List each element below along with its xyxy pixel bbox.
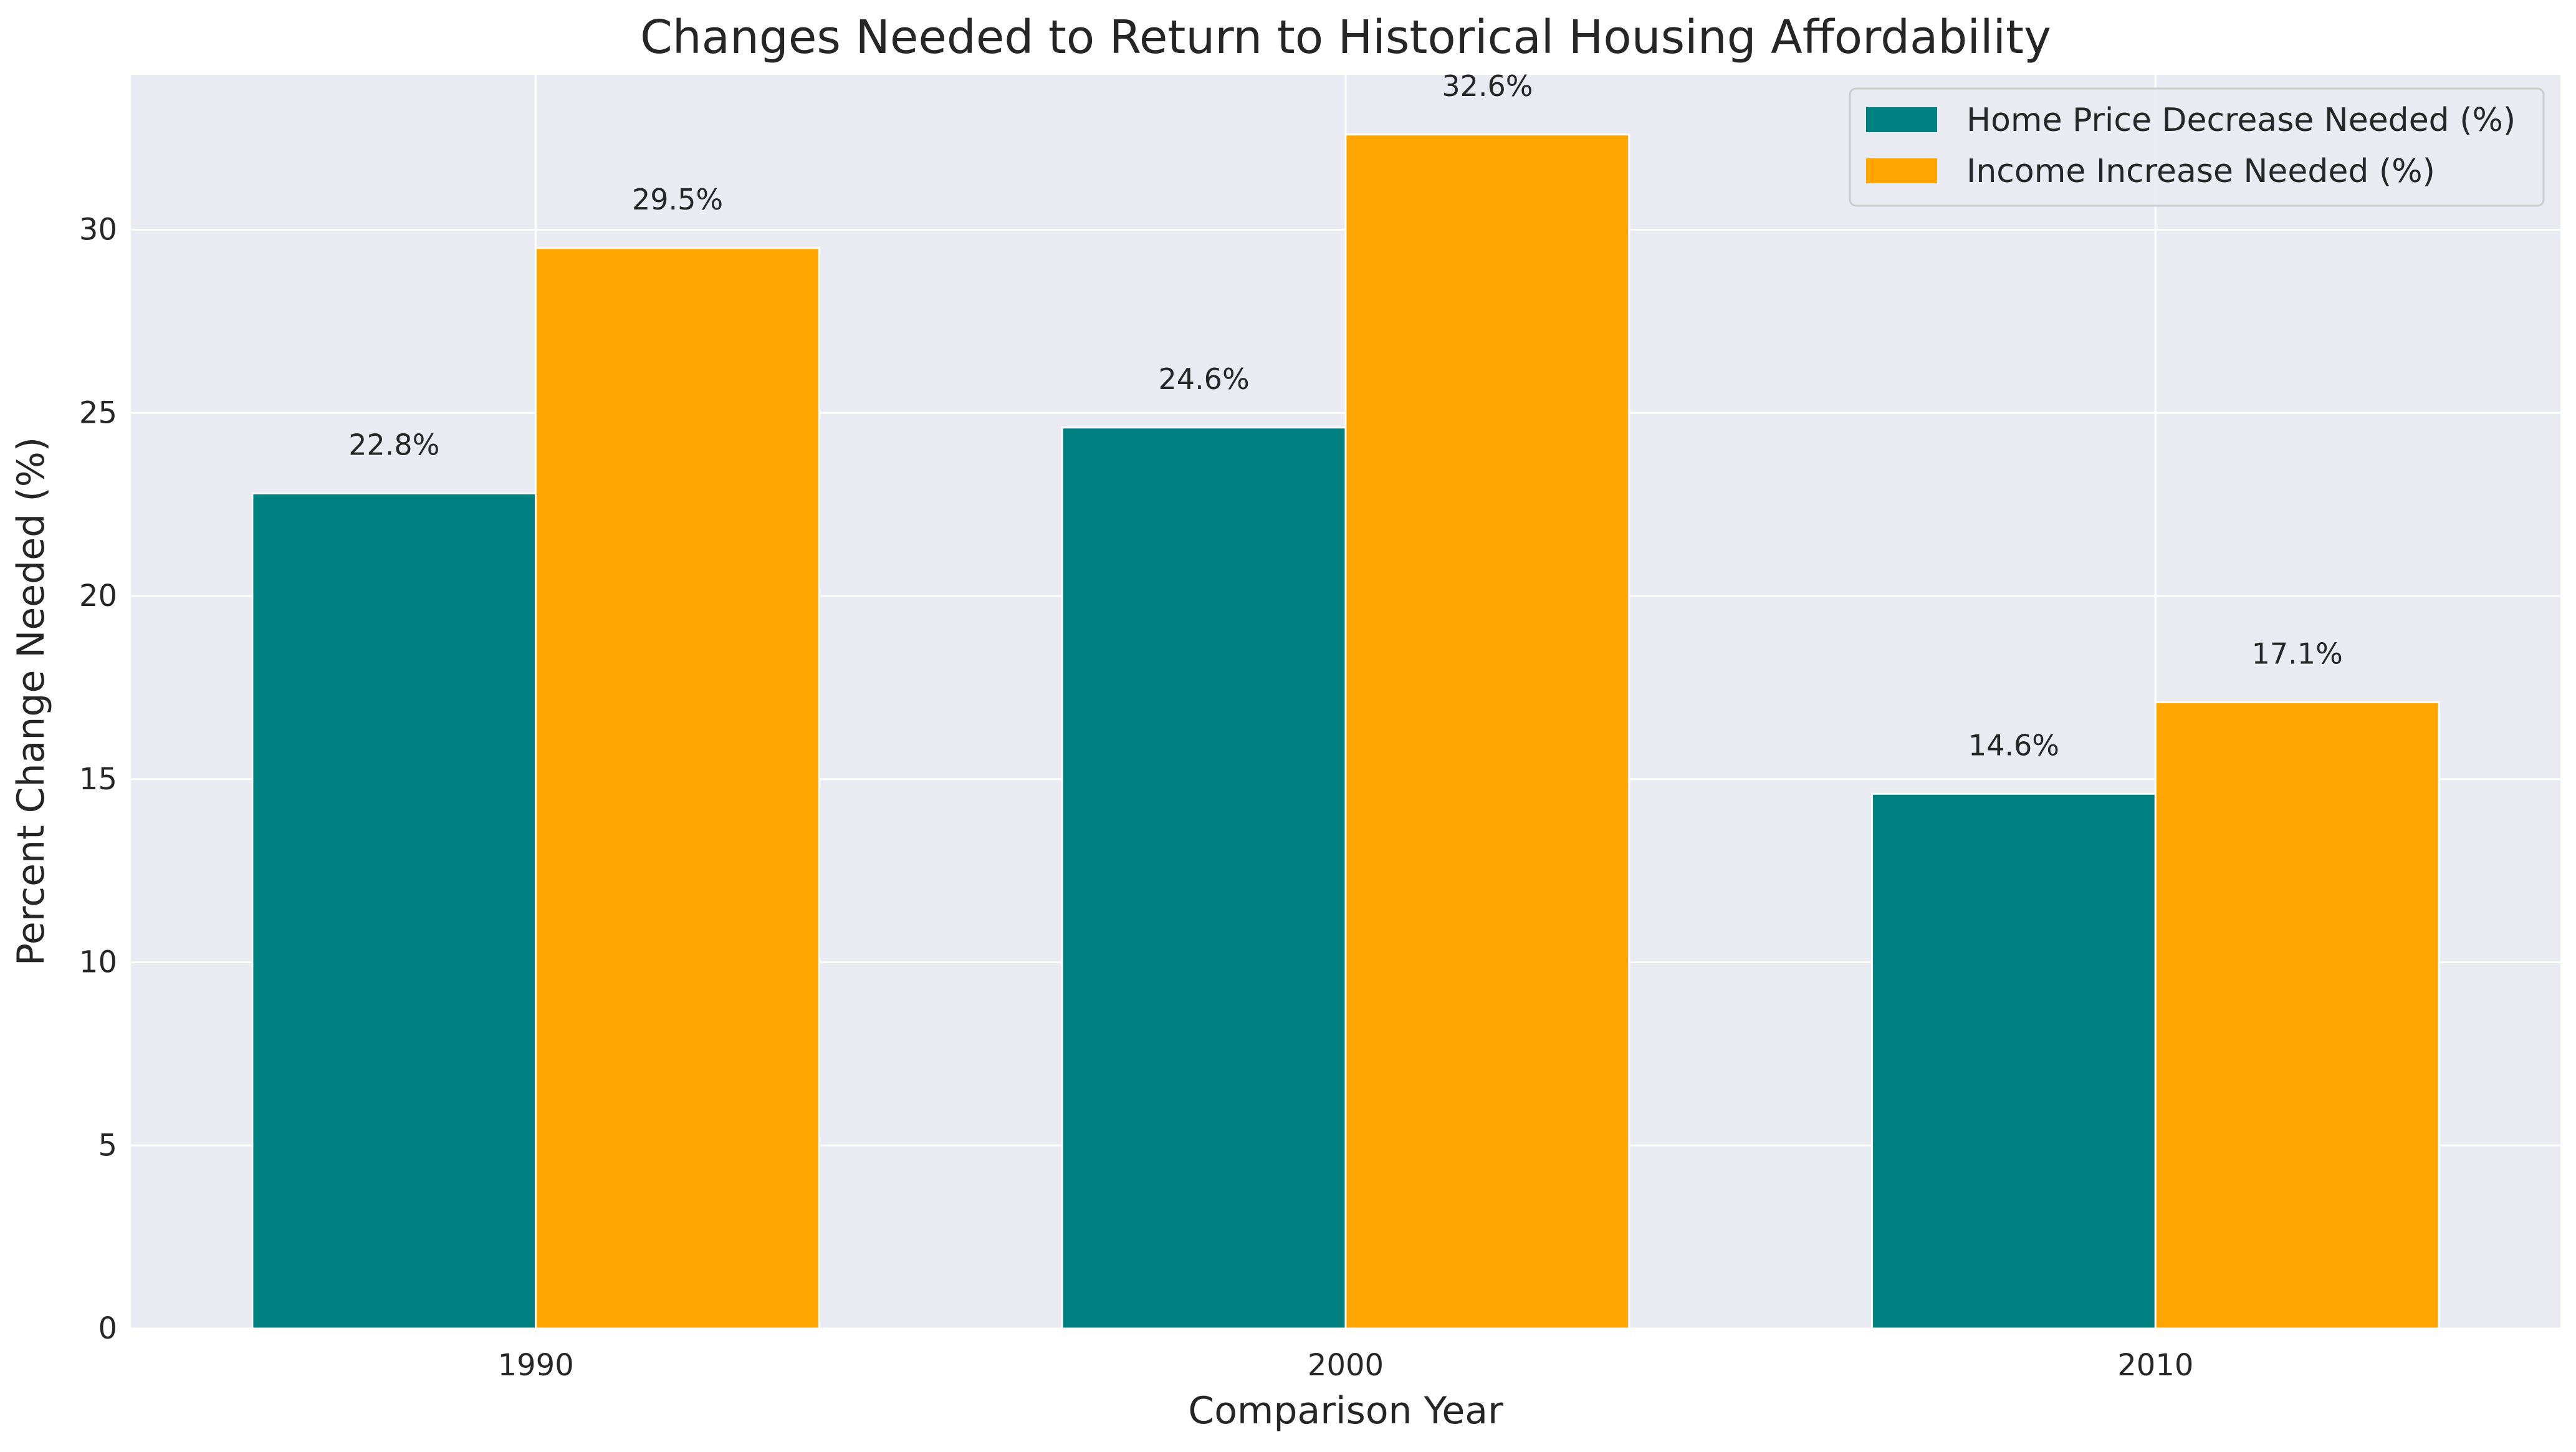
legend-entry-home-price: Home Price Decrease Needed (%)	[1966, 102, 2516, 139]
x-axis-label: Comparison Year	[1188, 1389, 1503, 1433]
data-label: 14.6%	[1968, 728, 2059, 762]
bar-income-2000	[1344, 133, 1630, 1330]
bar-home-price-2000	[1061, 426, 1347, 1330]
y-tick-label: 25	[79, 395, 117, 430]
data-label: 29.5%	[632, 183, 723, 216]
data-label: 24.6%	[1159, 362, 1250, 396]
y-tick-label: 10	[79, 945, 117, 980]
y-tick-label: 15	[79, 762, 117, 797]
legend-swatch-home-price	[1866, 107, 1937, 132]
x-tick-label: 2010	[2117, 1348, 2193, 1383]
bar-income-1990	[535, 247, 820, 1330]
data-label: 22.8%	[348, 428, 439, 462]
y-tick-label: 30	[79, 213, 117, 248]
legend: Home Price Decrease Needed (%) Income In…	[1849, 87, 2545, 207]
x-tick-label: 1990	[498, 1348, 574, 1383]
chart-title: Changes Needed to Return to Historical H…	[640, 11, 2051, 64]
data-label: 32.6%	[1442, 69, 1533, 103]
bar-income-2010	[2154, 701, 2440, 1330]
y-tick-label: 5	[98, 1128, 117, 1163]
x-tick-label: 2000	[1308, 1348, 1384, 1383]
y-tick-label: 20	[79, 579, 117, 613]
y-axis-label: Percent Change Needed (%)	[9, 437, 53, 966]
legend-entry-income: Income Increase Needed (%)	[1966, 153, 2435, 190]
legend-box	[1849, 87, 2545, 207]
bar-home-price-2010	[1871, 792, 2157, 1330]
data-label: 17.1%	[2252, 637, 2343, 670]
bar-home-price-1990	[251, 493, 537, 1330]
legend-swatch-income	[1866, 158, 1937, 183]
y-tick-label: 0	[98, 1311, 117, 1346]
